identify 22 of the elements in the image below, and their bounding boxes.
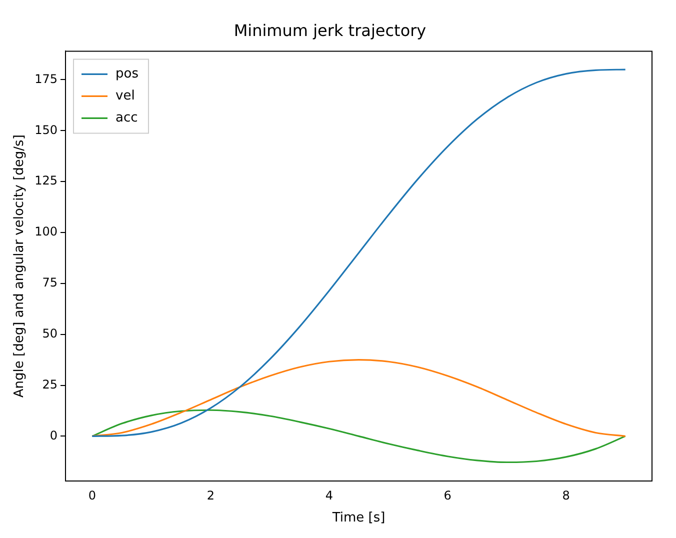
- x-axis-title: Time [s]: [331, 510, 386, 526]
- x-tick-label: 4: [325, 488, 333, 502]
- legend-label: acc: [116, 110, 138, 126]
- legend-label: vel: [116, 88, 135, 104]
- x-tick-label: 0: [88, 488, 96, 502]
- y-axis-title: Angle [deg] and angular velocity [deg/s]: [12, 134, 28, 398]
- line-series: [91, 68, 626, 437]
- x-tick-label: 2: [206, 488, 214, 502]
- y-tick-label: 0: [50, 428, 58, 442]
- y-tick-label: 75: [42, 276, 58, 290]
- y-tick-label: 25: [42, 377, 58, 392]
- x-tick-label: 6: [444, 488, 452, 502]
- legend-label: pos: [116, 66, 139, 82]
- line-series: [91, 409, 626, 464]
- y-tick-label: 175: [34, 72, 58, 86]
- line-series: [91, 359, 626, 437]
- y-tick-label: 50: [42, 326, 58, 340]
- chart-title: Minimum jerk trajectory: [234, 20, 426, 40]
- y-tick-label: 150: [34, 122, 58, 137]
- x-tick-label: 8: [562, 488, 570, 502]
- y-tick-label: 100: [34, 224, 58, 239]
- y-tick-label: 125: [34, 174, 58, 188]
